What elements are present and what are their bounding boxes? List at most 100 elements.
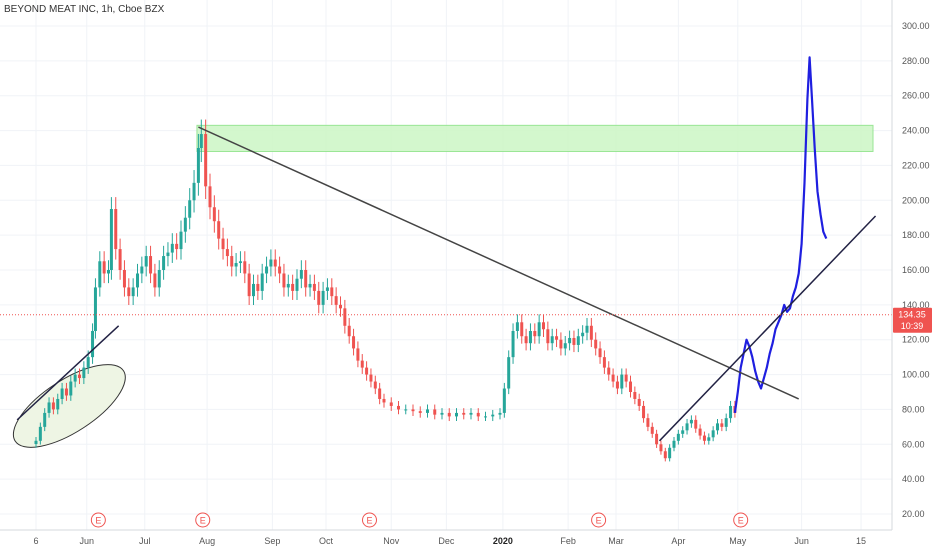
candle-body <box>286 283 290 288</box>
candle-body <box>291 283 295 291</box>
candle-body <box>620 374 624 389</box>
candle-body <box>175 243 179 250</box>
candle-body <box>533 331 537 337</box>
candle-body <box>73 374 77 382</box>
candle-body <box>659 444 663 452</box>
y-tick-label: 60.00 <box>902 439 925 449</box>
candle-body <box>484 416 487 418</box>
x-tick-label: Jun <box>794 536 809 546</box>
candle-body <box>720 423 724 427</box>
candle-body <box>646 418 650 427</box>
candle-body <box>192 182 196 201</box>
candle-body <box>411 409 415 412</box>
candle-body <box>624 374 628 382</box>
candle-body <box>716 423 719 431</box>
candle-body <box>38 426 42 441</box>
candle-body <box>681 430 685 434</box>
candle-body <box>707 437 711 441</box>
candle-body <box>581 332 585 337</box>
candle-body <box>447 412 451 417</box>
candle-body <box>252 283 255 297</box>
candle-body <box>109 209 113 270</box>
candle-body <box>330 287 334 297</box>
candle-body <box>317 290 321 305</box>
candle-body <box>278 266 282 274</box>
x-tick-label: 6 <box>33 536 38 546</box>
candle-body <box>144 256 148 267</box>
price-badge-value: 134.35 <box>898 310 926 320</box>
candle-body <box>469 412 473 415</box>
candle-body <box>589 325 593 340</box>
candle-body <box>602 357 606 368</box>
x-tick-label: Sep <box>264 536 280 546</box>
candle-body <box>56 398 60 410</box>
candle-body <box>51 402 55 410</box>
price-badge-bg <box>893 307 932 333</box>
candle-body <box>212 207 216 222</box>
candle-body <box>668 447 672 459</box>
candle-body <box>43 412 47 427</box>
candle-body <box>334 296 338 305</box>
candle-body <box>188 200 192 218</box>
candle-body <box>550 336 554 344</box>
candle-body <box>82 367 86 379</box>
candle-body <box>694 419 698 429</box>
candle-body <box>312 283 316 291</box>
candlestick-series <box>34 119 737 462</box>
x-tick-label: 2020 <box>493 536 513 546</box>
candle-body <box>598 348 602 358</box>
candle-body <box>724 418 728 427</box>
candle-body <box>127 287 131 297</box>
candle-body <box>339 304 342 309</box>
y-tick-label: 160.00 <box>902 265 930 275</box>
candle-body <box>256 283 260 291</box>
candle-body <box>528 331 532 344</box>
candle-body <box>93 287 97 331</box>
candle-body <box>230 256 234 267</box>
earnings-marker-label: E <box>366 516 372 526</box>
trendlines <box>16 126 877 442</box>
candle-body <box>69 381 73 396</box>
candle-body <box>729 405 733 419</box>
candle-body <box>204 134 208 187</box>
candle-body <box>34 440 38 445</box>
y-tick-label: 280.00 <box>902 56 930 66</box>
candle-body <box>650 426 654 434</box>
candle-body <box>122 270 126 288</box>
candle-body <box>47 402 51 413</box>
candle-body <box>404 409 408 411</box>
candle-body <box>295 278 299 291</box>
candle-body <box>537 322 541 337</box>
candle-body <box>234 263 238 267</box>
candle-body <box>433 409 437 415</box>
candle-body <box>418 411 422 413</box>
price-badge-countdown: 10:39 <box>901 321 924 331</box>
candle-body <box>607 367 611 375</box>
candle-body <box>426 409 429 413</box>
candle-body <box>711 430 715 438</box>
candle-body <box>676 433 680 441</box>
candle-body <box>153 273 157 288</box>
candle-body <box>655 433 659 445</box>
y-tick-label: 220.00 <box>902 160 930 170</box>
candle-body <box>378 388 382 399</box>
candle-body <box>273 259 277 267</box>
trendline-upper-descending <box>198 126 800 400</box>
candle-body <box>199 134 203 148</box>
candle-body <box>136 273 139 288</box>
y-tick-label: 240.00 <box>902 126 930 136</box>
candle-body <box>162 256 166 270</box>
candle-body <box>462 412 466 415</box>
candle-body <box>183 217 187 232</box>
candle-body <box>546 329 550 344</box>
x-tick-label: Jul <box>139 536 151 546</box>
candle-body <box>304 270 308 288</box>
candle-body <box>221 238 225 250</box>
candle-body <box>60 388 64 399</box>
candle-body <box>524 336 528 344</box>
trendline-early-ascending <box>16 325 120 421</box>
x-tick-label: Jun <box>79 536 94 546</box>
candle-body <box>149 256 153 274</box>
